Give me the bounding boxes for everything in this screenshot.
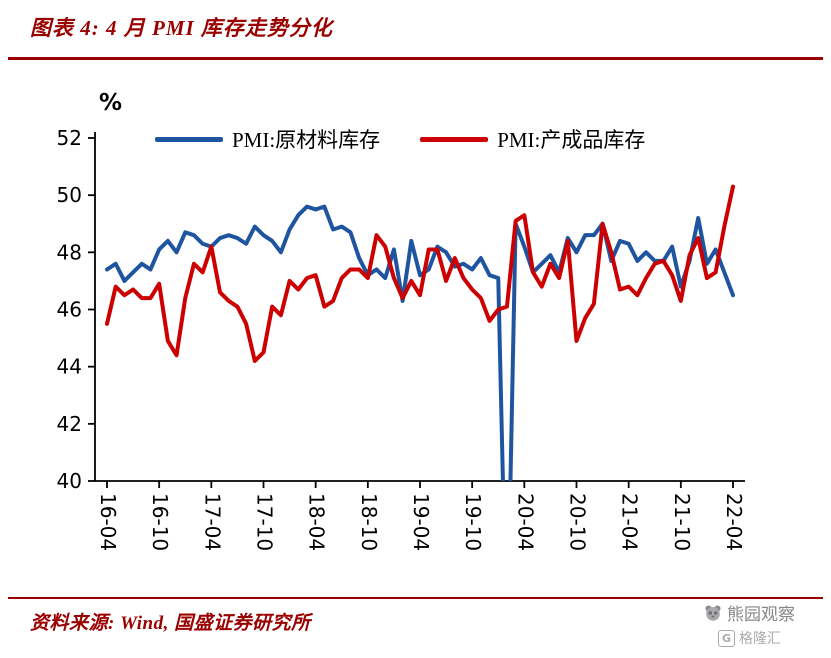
top-rule — [8, 57, 823, 60]
x-tick-label: 16-10 — [148, 493, 172, 551]
x-tick-label: 19-04 — [409, 493, 433, 551]
legend-swatch-red — [420, 136, 489, 142]
legend-item-raw-materials-inventory: PMI:原材料库存 — [155, 124, 380, 154]
y-tick-label: 48 — [57, 240, 82, 264]
x-tick-label: 19-10 — [461, 493, 485, 551]
x-tick-label: 22-04 — [722, 493, 746, 551]
legend-label-raw-materials-inventory: PMI:原材料库存 — [232, 128, 381, 152]
x-tick-label: 18-10 — [357, 493, 381, 551]
gelonghui-logo: G 格隆汇 — [718, 628, 781, 648]
legend-item-finished-goods-inventory: PMI:产成品库存 — [420, 124, 645, 154]
legend-label-finished-goods-inventory: PMI:产成品库存 — [497, 128, 646, 152]
y-tick-label: 46 — [57, 298, 82, 322]
series-line-1 — [105, 184, 735, 363]
xiongyuan-watermark: 熊园观察 — [704, 600, 795, 625]
x-tick-label: 21-10 — [670, 493, 694, 551]
y-axis-unit-label: % — [99, 90, 123, 116]
x-tick-label: 17-04 — [200, 493, 224, 551]
legend-swatch-blue — [155, 136, 223, 142]
y-tick-label: 42 — [57, 412, 82, 436]
y-tick-label: 50 — [57, 183, 82, 207]
data-source: 资料来源: Wind, 国盛证券研究所 — [30, 613, 311, 634]
x-tick-label: 21-04 — [618, 493, 642, 551]
panda-icon — [705, 604, 721, 621]
figure-title: 图表 4: 4 月 PMI 库存走势分化 — [30, 16, 333, 40]
x-tick-label: 18-04 — [305, 493, 329, 551]
series-line-0 — [105, 204, 735, 481]
x-tick-label: 16-04 — [96, 493, 120, 551]
legend: PMI:原材料库存 PMI:产成品库存 — [155, 124, 645, 154]
y-tick-label: 40 — [57, 469, 82, 493]
watermark-block: 熊园观察 G 格隆汇 — [704, 600, 795, 648]
y-tick-label: 44 — [57, 355, 82, 379]
x-tick-label: 17-10 — [253, 493, 277, 551]
x-tick-label: 20-04 — [513, 493, 537, 551]
gelonghui-logo-icon: G — [718, 629, 735, 647]
xiongyuan-watermark-text: 熊园观察 — [727, 605, 795, 624]
y-tick-label: 52 — [57, 126, 82, 150]
gelonghui-logo-text: 格隆汇 — [739, 632, 781, 647]
bottom-rule — [8, 597, 823, 599]
x-tick-label: 20-10 — [566, 493, 590, 551]
